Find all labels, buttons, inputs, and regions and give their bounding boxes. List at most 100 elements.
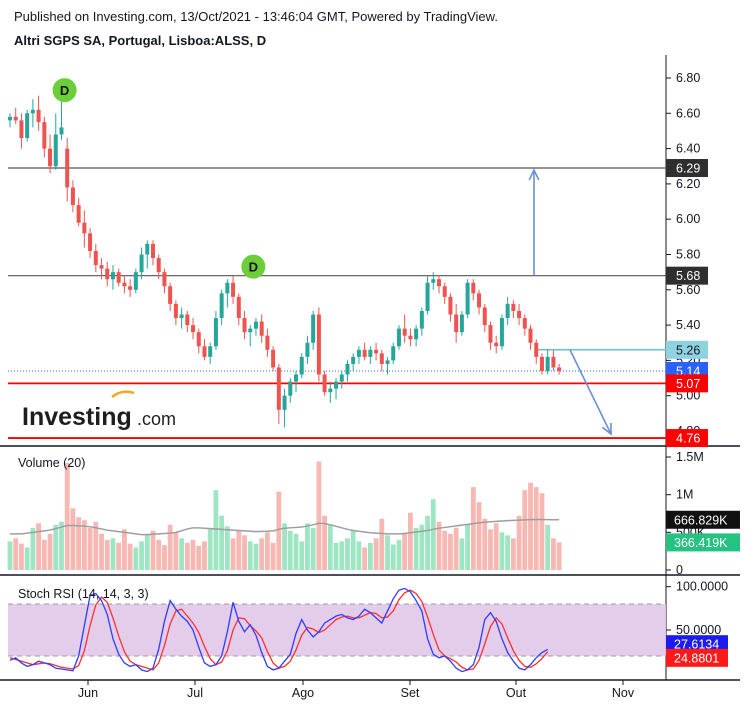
volume-last-tag: 366.419K [674, 536, 728, 550]
candle-body [465, 282, 470, 315]
volume-bar [167, 524, 173, 570]
candle-body [59, 127, 64, 135]
volume-bar [305, 523, 310, 570]
candle-body [345, 363, 350, 375]
volume-bar [459, 538, 465, 570]
candle-body [288, 381, 293, 396]
volume-bar [265, 532, 270, 570]
candle-body [88, 233, 93, 251]
volume-bar [276, 491, 282, 570]
dividend-icon [52, 78, 77, 103]
volume-bar [373, 538, 379, 570]
candle-body [334, 381, 339, 389]
volume-bars [7, 461, 562, 570]
resistance-tag: 6.29 [676, 162, 700, 176]
candle-body [385, 360, 390, 364]
stoch-band [8, 603, 666, 657]
volume-bar [345, 538, 350, 570]
volume-bar [184, 542, 190, 570]
volume-bar [510, 538, 516, 570]
arrow-head [601, 423, 612, 436]
candle-body [105, 268, 110, 280]
candle-body [396, 328, 401, 347]
volume-bar [516, 515, 522, 570]
candle-body [139, 254, 144, 273]
candle-body [294, 374, 298, 382]
candle-body [231, 282, 236, 297]
volume-bar [299, 541, 305, 570]
candle-body [42, 122, 47, 149]
dividend-label: D [60, 83, 69, 98]
candle-body [545, 356, 550, 371]
stoch-k-line [9, 587, 548, 673]
candle-body [351, 356, 356, 364]
candle-body [48, 148, 53, 167]
volume-bar [247, 541, 253, 570]
volume-bar [385, 535, 390, 570]
candle-body [494, 342, 499, 347]
volume-bar [488, 529, 493, 570]
volume-bar [104, 539, 110, 570]
volume-bar [196, 545, 202, 570]
dividend-markers: DD [52, 78, 266, 279]
volume-bar [419, 524, 425, 570]
volume-bar [59, 521, 64, 570]
volume-bar [47, 533, 53, 570]
price-tick-label: 6.80 [676, 71, 700, 85]
volume-bar [287, 530, 293, 570]
volume-bar [190, 539, 196, 570]
price-tick-label: 6.00 [676, 212, 700, 226]
stoch-band-fill [8, 604, 666, 656]
levels [8, 167, 666, 439]
volume-bar [219, 515, 225, 570]
candle-body [208, 346, 213, 357]
candle-body [128, 286, 133, 290]
candle-body [151, 243, 155, 259]
candle-body [253, 321, 258, 329]
candle-body [368, 349, 373, 357]
volume-bar [367, 542, 373, 570]
candle-body [522, 318, 527, 329]
volume-bar [448, 533, 453, 570]
volume-bar [551, 538, 556, 570]
resistance-tag: 5.68 [676, 269, 700, 283]
volume-bar [533, 487, 539, 570]
volume-pane-title: Volume (20) [18, 456, 85, 470]
volume-bar [36, 523, 41, 570]
candle-body [156, 258, 161, 273]
volume-bar [362, 547, 368, 570]
candle-body [202, 346, 207, 357]
candle-body [13, 116, 18, 121]
support-tag: 5.07 [676, 377, 700, 391]
candle-body [539, 356, 544, 371]
volume-bar [179, 538, 184, 570]
volume-bar [333, 542, 339, 570]
volume-bar [556, 542, 562, 570]
stoch-pane-title: Stoch RSI (14, 14, 3, 3) [18, 587, 149, 601]
price-tick-label: 5.80 [676, 248, 700, 262]
volume-bar [493, 523, 499, 570]
candle-body [162, 272, 167, 287]
candle-body [431, 279, 436, 283]
candle-body [356, 349, 361, 357]
price-tick-label: 6.40 [676, 142, 700, 156]
volume-bar [327, 524, 333, 570]
volume-ma-line [10, 518, 560, 536]
logo-main: Investing [22, 403, 132, 431]
price-tags: 6.295.685.265.145.074.76666.829K366.419K… [666, 159, 740, 667]
stoch-axis: 50.0000 100.0000 [666, 580, 728, 637]
volume-bar [316, 461, 322, 570]
time-tick-label: Jul [187, 686, 203, 700]
candle-body [379, 353, 384, 364]
candle-body [236, 296, 241, 319]
candle-body [179, 314, 184, 319]
candle-body [437, 279, 441, 287]
stoch-k-tag-bg [666, 635, 728, 654]
publish-line: Published on Investing.com, 13/Oct/2021 … [14, 9, 498, 24]
volume-bar [293, 533, 299, 570]
stoch-d-tag-bg [666, 648, 728, 667]
volume-bar [87, 527, 93, 570]
volume-bar [144, 533, 150, 570]
volume-bar [150, 530, 156, 570]
